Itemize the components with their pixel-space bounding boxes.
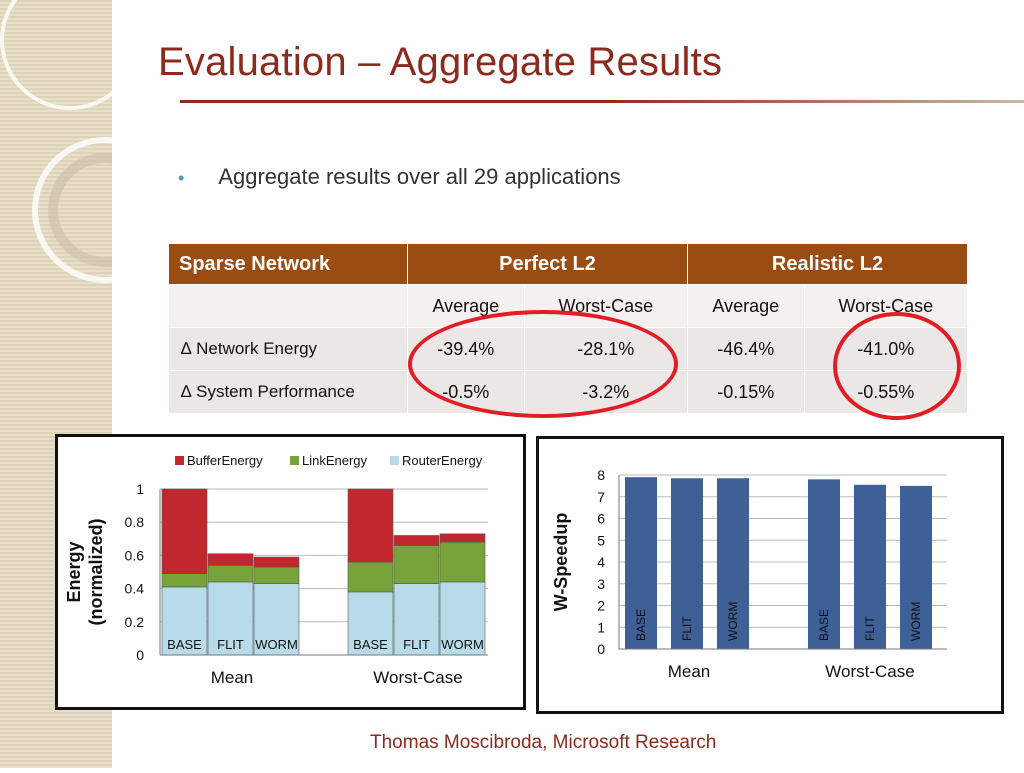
slide-title: Evaluation – Aggregate Results (158, 40, 723, 84)
bar-segment-routerenergy (439, 581, 486, 656)
title-divider (180, 100, 1024, 103)
table-cell: -46.4% (686, 327, 805, 371)
bar-segment-linkenergy (207, 565, 254, 583)
group-label-mean: Mean (668, 662, 711, 681)
bar-segment-bufferenergy (393, 535, 440, 546)
table-header-sparse-network: Sparse Network (168, 243, 408, 285)
bullet-dot-icon: • (178, 168, 185, 188)
y-axis-label: Energy (normalized) (64, 518, 106, 625)
legend-label: RouterEnergy (402, 453, 483, 468)
y-tick-label: 0 (136, 647, 144, 663)
bar-segment-linkenergy (161, 573, 208, 588)
highlight-circle-perfect-l2 (408, 310, 678, 418)
table-row-label: ∆ System Performance (168, 370, 408, 414)
group-label-worst-case: Worst-Case (373, 668, 462, 687)
bar-segment-routerenergy (393, 583, 440, 656)
speedup-chart: 0 1 2 3 4 5 6 7 8 BASE FLIT WORM BASE FLIT WORM Mean Wor… (551, 467, 947, 681)
bar-segment-routerenergy (161, 586, 208, 656)
y-tick-label: 6 (597, 511, 605, 527)
table-row-label: ∆ Network Energy (168, 327, 408, 371)
bar-label: BASE (634, 609, 648, 641)
legend-swatch (290, 456, 299, 465)
bullet-text: Aggregate results over all 29 applicatio… (218, 164, 621, 189)
energy-chart-frame: BufferEnergy LinkEnergy RouterEnergy 0 0.2 0… (55, 434, 526, 710)
table-subheader-empty (168, 284, 408, 328)
bar-segment-bufferenergy (207, 553, 254, 566)
energy-chart: BufferEnergy LinkEnergy RouterEnergy 0 0.2 0… (64, 453, 488, 687)
highlight-circle-realistic-worst (833, 312, 961, 420)
y-tick-label: 5 (597, 532, 605, 548)
bar-label: BASE (353, 637, 388, 652)
table-cell: -0.15% (686, 370, 805, 414)
y-tick-label: 3 (597, 576, 605, 592)
bar-segment-bufferenergy (253, 556, 300, 568)
y-tick-label: 0 (597, 641, 605, 657)
bar-label: WORM (441, 637, 484, 652)
speedup-chart-frame: 0 1 2 3 4 5 6 7 8 BASE FLIT WORM BASE FLIT WORM Mean Wor… (536, 436, 1004, 714)
y-tick-label: 0.4 (125, 581, 145, 597)
bar-segment-linkenergy (439, 541, 486, 583)
bar-segment-bufferenergy (347, 488, 394, 563)
bar-segment-linkenergy (253, 566, 300, 584)
bullet-item: • Aggregate results over all 29 applicati… (178, 164, 621, 190)
legend-label: BufferEnergy (187, 453, 263, 468)
energy-chart-legend: BufferEnergy LinkEnergy RouterEnergy (175, 453, 483, 468)
bar-label: WORM (726, 602, 740, 641)
legend-swatch (175, 456, 184, 465)
bar-segment-bufferenergy (161, 488, 208, 574)
y-tick-label: 4 (597, 554, 605, 570)
slide-footer: Thomas Moscibroda, Microsoft Research (370, 732, 717, 753)
y-tick-label: 0.2 (125, 614, 145, 630)
y-tick-label: 2 (597, 598, 605, 614)
bar-label: FLIT (217, 637, 244, 652)
y-tick-label: 8 (597, 467, 605, 483)
bar-label: WORM (255, 637, 298, 652)
y-axis-label: W-Speedup (551, 513, 571, 612)
bar (854, 484, 886, 649)
legend-label: LinkEnergy (302, 453, 368, 468)
group-label-worst-case: Worst-Case (825, 662, 914, 681)
bar (900, 485, 932, 649)
table-subheader-worst-case: Worst-Case (803, 284, 969, 328)
bar-label: WORM (909, 602, 923, 641)
bar-label: BASE (167, 637, 202, 652)
y-tick-label: 0.8 (125, 514, 145, 530)
legend-swatch (390, 456, 399, 465)
group-label-mean: Mean (211, 668, 254, 687)
bar-label: FLIT (680, 616, 694, 641)
bar (671, 478, 703, 649)
bar (808, 479, 840, 649)
bar-segment-linkenergy (347, 561, 394, 593)
y-tick-label: 1 (136, 481, 144, 497)
bar-segment-bufferenergy (439, 533, 486, 543)
bar (717, 478, 749, 649)
y-tick-label: 1 (597, 619, 605, 635)
bar (625, 477, 657, 649)
table-header-perfect-l2: Perfect L2 (407, 243, 688, 285)
table-header-realistic-l2: Realistic L2 (686, 243, 969, 285)
bar-label: BASE (817, 609, 831, 641)
bar-segment-routerenergy (207, 581, 254, 656)
bar-segment-linkenergy (393, 545, 440, 584)
bar-label: FLIT (863, 616, 877, 641)
table-subheader-average: Average (686, 284, 805, 328)
y-tick-label: 7 (597, 489, 605, 505)
y-tick-label: 0.6 (125, 547, 145, 563)
bar-label: FLIT (403, 637, 430, 652)
